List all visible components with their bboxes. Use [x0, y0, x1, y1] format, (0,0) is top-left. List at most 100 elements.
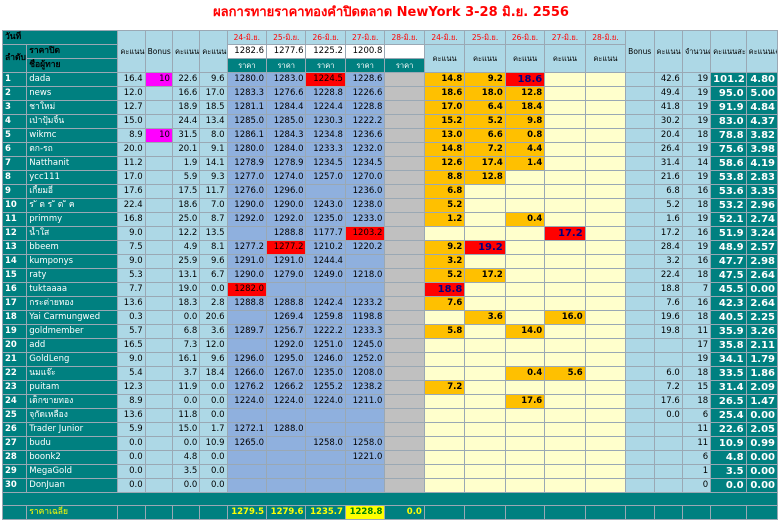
- accumulated-score: 3.5: [710, 464, 747, 479]
- week2-score: 18.3: [171, 296, 201, 311]
- average-score: 2.57: [745, 240, 779, 255]
- row-number: 5: [1, 128, 28, 143]
- guess-price: [305, 408, 346, 423]
- guess-price: [384, 254, 425, 269]
- average-score: 2.64: [745, 296, 779, 311]
- week3-score: 17.0: [199, 86, 228, 101]
- guess-price: 1218.0: [344, 268, 386, 283]
- bonus-week2: [144, 422, 173, 437]
- header-date-col: 28-มิ.ย.: [584, 30, 627, 45]
- day-score: [544, 380, 586, 395]
- guess-price: [384, 240, 425, 255]
- bonus-week5: [625, 366, 655, 381]
- week2-score: 17.5: [171, 184, 201, 199]
- row-number: 22: [1, 366, 28, 381]
- bonus-week2: [144, 198, 173, 213]
- day-score: 15.2: [423, 114, 466, 129]
- week5-score: 7.6: [653, 296, 683, 311]
- player-name: bbeem: [26, 240, 119, 255]
- day-score: [544, 282, 586, 297]
- accumulated-score: 91.9: [710, 100, 747, 115]
- page-title: ผลการทายราคาทองคำปิดตลาด NewYork 3-28 มิ…: [213, 5, 569, 20]
- average-price: 1279.5: [226, 505, 268, 520]
- guess-price: 1272.1: [226, 422, 268, 437]
- day-score: [544, 114, 586, 129]
- average-score: 5.00: [745, 86, 779, 101]
- week3-score: 9.3: [199, 170, 228, 185]
- guess-price: 1233.3: [305, 142, 346, 157]
- day-score: 5.2: [423, 268, 466, 283]
- day-score: 17.0: [423, 100, 466, 115]
- day-score: [423, 226, 466, 241]
- average-score: 2.96: [745, 198, 779, 213]
- guess-price: 1235.0: [305, 366, 346, 381]
- average-score: 0.00: [745, 450, 779, 465]
- player-name: boonk2: [26, 450, 119, 465]
- week3-score: 9.6: [199, 352, 228, 367]
- guess-price: 1288.0: [266, 422, 307, 437]
- row-number: 15: [1, 268, 28, 283]
- week1-score: 12.7: [117, 100, 146, 115]
- guess-price: [384, 212, 425, 227]
- average-score: 1.79: [745, 352, 779, 367]
- day-score: [584, 86, 627, 101]
- week5-score: [653, 464, 683, 479]
- footer-blank: [710, 505, 747, 520]
- player-name: เด็กขายทอง: [26, 394, 119, 409]
- day-score: [584, 408, 627, 423]
- day-score: [423, 450, 466, 465]
- day-score: [504, 184, 546, 199]
- bonus-week5: [625, 296, 655, 311]
- week2-score: 4.9: [171, 240, 201, 255]
- week1-score: 15.0: [117, 114, 146, 129]
- guess-price: 1208.0: [344, 366, 386, 381]
- day-score: [504, 352, 546, 367]
- day-score: 17.4: [464, 156, 506, 171]
- bonus-week5: [625, 394, 655, 409]
- row-number: 6: [1, 142, 28, 157]
- day-score: 18.6: [423, 86, 466, 101]
- week2-score: 13.1: [171, 268, 201, 283]
- guess-price: [344, 422, 386, 437]
- week3-score: 0.0: [199, 450, 228, 465]
- guess-count: 19: [681, 86, 712, 101]
- week5-score: 3.2: [653, 254, 683, 269]
- accumulated-score: 47.5: [710, 268, 747, 283]
- player-name: ชาใหม่: [26, 100, 119, 115]
- guess-price: 1235.0: [305, 212, 346, 227]
- player-name: Yai Carmungwed: [26, 310, 119, 325]
- day-score: [464, 338, 506, 353]
- week3-score: 9.6: [199, 72, 228, 87]
- week5-score: 19.6: [653, 310, 683, 325]
- accumulated-score: 10.9: [710, 436, 747, 451]
- row-number: 10: [1, 198, 28, 213]
- day-score: [504, 380, 546, 395]
- week5-score: [653, 352, 683, 367]
- bonus-week5: [625, 114, 655, 129]
- week3-score: 8.1: [199, 240, 228, 255]
- bonus-week2: [144, 184, 173, 199]
- guess-price: 1224.4: [305, 100, 346, 115]
- day-score: [544, 296, 586, 311]
- accumulated-score: 52.1: [710, 212, 747, 227]
- bonus-week5: [625, 338, 655, 353]
- close-price: 1282.6: [226, 44, 268, 59]
- header-summary-col: จำนวนครั้ง: [681, 30, 712, 73]
- week1-score: 0.3: [117, 310, 146, 325]
- seq-header: ลำดับ: [1, 44, 28, 73]
- day-score: [544, 198, 586, 213]
- bonus-week5: [625, 450, 655, 465]
- price-header: ราคา: [384, 58, 425, 73]
- bonus-week2: [144, 100, 173, 115]
- bonus-week2: [144, 142, 173, 157]
- week5-score: [653, 422, 683, 437]
- day-score: [544, 212, 586, 227]
- average-score: 2.83: [745, 170, 779, 185]
- score-header: คะแนน: [423, 44, 466, 73]
- guess-price: [266, 408, 307, 423]
- header-date-label: วันที่: [1, 30, 119, 45]
- guess-count: 19: [681, 240, 712, 255]
- guess-price: 1228.8: [344, 100, 386, 115]
- day-score: [504, 422, 546, 437]
- accumulated-score: 78.8: [710, 128, 747, 143]
